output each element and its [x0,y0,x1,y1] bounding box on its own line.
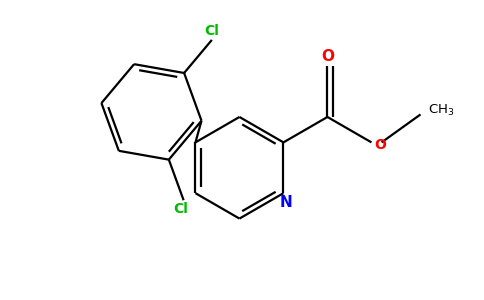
Text: O: O [374,138,386,152]
Text: O: O [321,49,334,64]
Text: Cl: Cl [204,24,219,38]
Text: N: N [280,195,292,210]
Text: Cl: Cl [174,202,188,216]
Text: CH$_3$: CH$_3$ [428,103,454,118]
